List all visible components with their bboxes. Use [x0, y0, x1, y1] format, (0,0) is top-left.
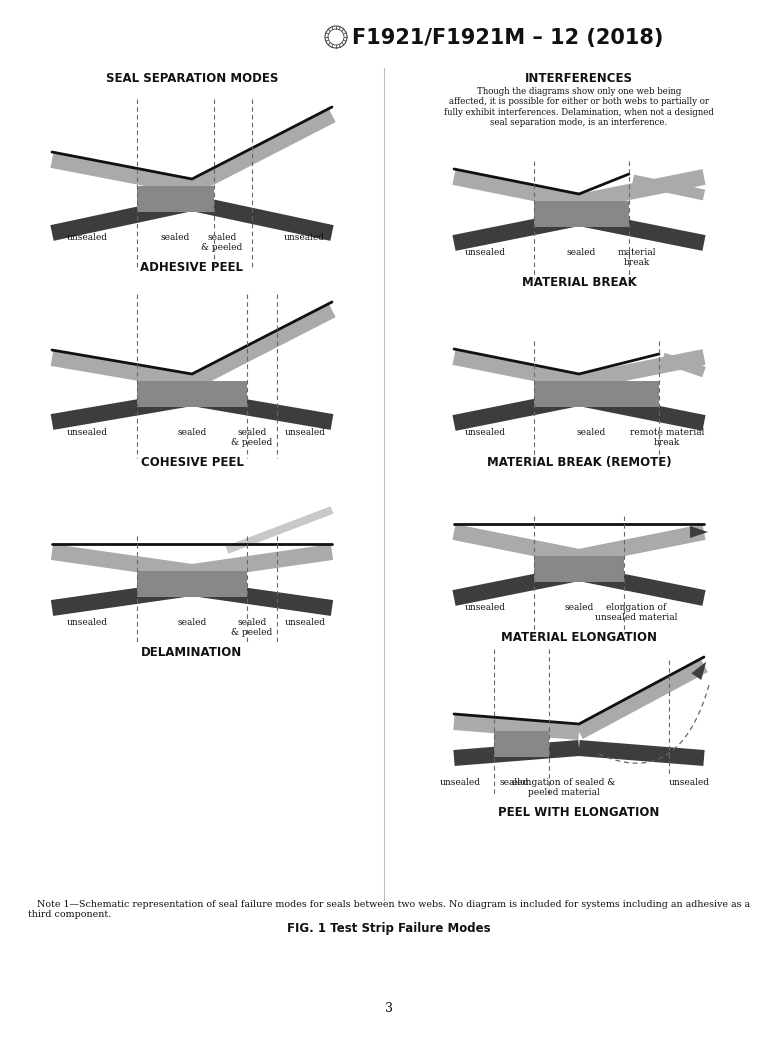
- Polygon shape: [453, 349, 580, 389]
- Polygon shape: [577, 349, 706, 389]
- Polygon shape: [51, 544, 193, 580]
- Text: unsealed: unsealed: [283, 233, 324, 242]
- Text: sealed
& peeled: sealed & peeled: [202, 233, 243, 252]
- Polygon shape: [691, 662, 706, 680]
- Polygon shape: [494, 731, 549, 757]
- Text: sealed
& peeled: sealed & peeled: [231, 618, 272, 637]
- Polygon shape: [577, 210, 706, 251]
- Polygon shape: [51, 390, 194, 430]
- Polygon shape: [453, 210, 580, 251]
- Text: MATERIAL BREAK (REMOTE): MATERIAL BREAK (REMOTE): [487, 456, 671, 469]
- Polygon shape: [137, 381, 247, 407]
- Polygon shape: [191, 390, 333, 430]
- Text: unsealed: unsealed: [464, 248, 506, 257]
- Text: unsealed: unsealed: [285, 428, 325, 437]
- Polygon shape: [577, 390, 706, 431]
- Text: Though the diagrams show only one web being
affected, it is possible for either : Though the diagrams show only one web be…: [444, 87, 714, 127]
- Polygon shape: [534, 381, 659, 407]
- Polygon shape: [575, 658, 708, 739]
- Text: PEEL WITH ELONGATION: PEEL WITH ELONGATION: [499, 806, 660, 819]
- Polygon shape: [191, 580, 333, 616]
- Polygon shape: [453, 390, 580, 431]
- Polygon shape: [51, 152, 194, 195]
- Polygon shape: [226, 506, 334, 554]
- Polygon shape: [453, 525, 580, 565]
- Polygon shape: [454, 740, 580, 766]
- Polygon shape: [534, 556, 624, 582]
- Polygon shape: [534, 201, 629, 227]
- Text: sealed: sealed: [177, 428, 207, 437]
- Polygon shape: [188, 303, 335, 389]
- Text: remote material
break: remote material break: [630, 428, 704, 448]
- Text: FIG. 1 Test Strip Failure Modes: FIG. 1 Test Strip Failure Modes: [287, 922, 491, 935]
- Text: F1921/F1921M – 12 (2018): F1921/F1921M – 12 (2018): [352, 28, 664, 48]
- Polygon shape: [578, 740, 705, 766]
- Text: unsealed: unsealed: [66, 233, 107, 242]
- Polygon shape: [454, 714, 580, 740]
- Text: MATERIAL BREAK: MATERIAL BREAK: [521, 276, 636, 289]
- Text: unsealed: unsealed: [464, 428, 506, 437]
- Polygon shape: [191, 544, 333, 580]
- Polygon shape: [453, 169, 580, 210]
- Text: unsealed: unsealed: [440, 778, 481, 787]
- Text: ADHESIVE PEEL: ADHESIVE PEEL: [141, 261, 244, 274]
- Polygon shape: [51, 350, 194, 390]
- Text: 3: 3: [385, 1002, 393, 1015]
- Polygon shape: [188, 108, 335, 194]
- Polygon shape: [577, 525, 706, 565]
- Polygon shape: [51, 580, 193, 616]
- Polygon shape: [661, 353, 706, 377]
- Text: MATERIAL ELONGATION: MATERIAL ELONGATION: [501, 631, 657, 644]
- Text: sealed: sealed: [161, 233, 190, 242]
- Polygon shape: [690, 526, 708, 538]
- Text: unsealed: unsealed: [66, 618, 107, 627]
- Polygon shape: [51, 195, 194, 240]
- Text: elongation of sealed &
peeled material: elongation of sealed & peeled material: [513, 778, 615, 797]
- Polygon shape: [577, 169, 706, 210]
- Text: INTERFERENCES: INTERFERENCES: [525, 72, 633, 85]
- Text: sealed: sealed: [499, 778, 528, 787]
- Text: sealed: sealed: [177, 618, 207, 627]
- Text: unsealed: unsealed: [66, 428, 107, 437]
- Polygon shape: [632, 175, 705, 200]
- Text: sealed
& peeled: sealed & peeled: [231, 428, 272, 448]
- Polygon shape: [137, 186, 214, 211]
- Text: sealed: sealed: [576, 428, 606, 437]
- Text: Note 1—Schematic representation of seal failure modes for seals between two webs: Note 1—Schematic representation of seal …: [28, 900, 750, 919]
- Text: DELAMINATION: DELAMINATION: [142, 646, 243, 659]
- Text: elongation of
unsealed material: elongation of unsealed material: [595, 603, 677, 623]
- Text: unsealed: unsealed: [285, 618, 325, 627]
- Polygon shape: [191, 195, 334, 240]
- Polygon shape: [137, 572, 247, 596]
- Text: unsealed: unsealed: [464, 603, 506, 612]
- Text: unsealed: unsealed: [668, 778, 710, 787]
- Text: COHESIVE PEEL: COHESIVE PEEL: [141, 456, 244, 469]
- Text: sealed: sealed: [567, 248, 596, 257]
- Text: sealed: sealed: [564, 603, 594, 612]
- Text: material
break: material break: [618, 248, 657, 268]
- Polygon shape: [453, 565, 580, 606]
- Text: SEAL SEPARATION MODES: SEAL SEPARATION MODES: [106, 72, 279, 85]
- Polygon shape: [577, 565, 706, 606]
